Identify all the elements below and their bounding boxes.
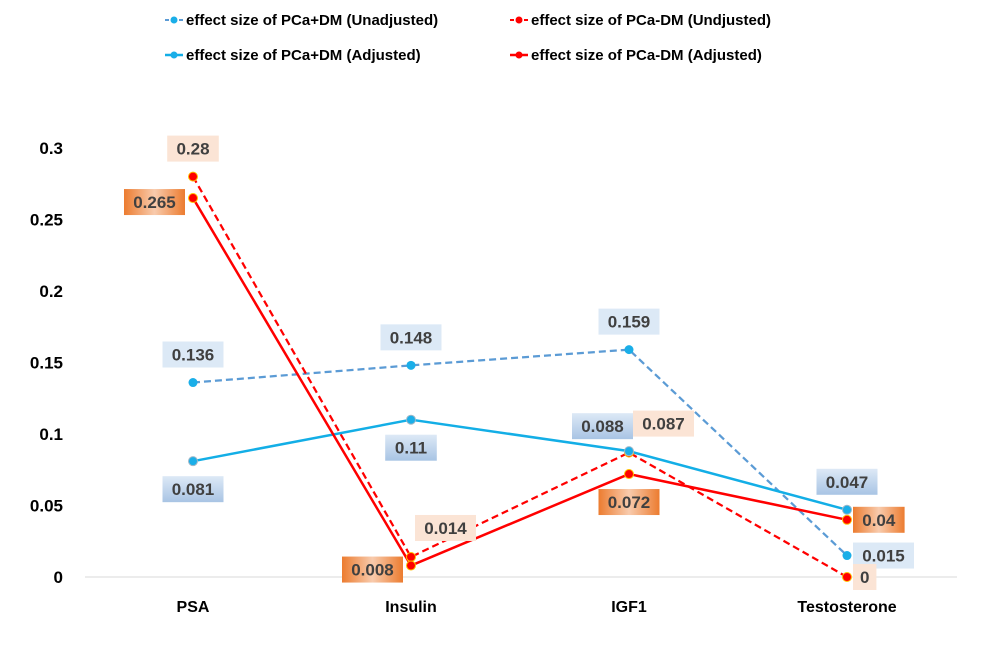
series-lines bbox=[191, 176, 848, 578]
data-label-box bbox=[816, 468, 878, 495]
data-label: 0.159 bbox=[598, 308, 660, 335]
data-label: 0.072 bbox=[598, 489, 660, 516]
data-point bbox=[842, 572, 852, 582]
data-label-text: 0.081 bbox=[172, 480, 215, 499]
data-point bbox=[406, 551, 416, 562]
legend-item: effect size of PCa+DM (Unadjusted) bbox=[165, 12, 438, 29]
legend-marker-swatch bbox=[515, 51, 523, 59]
data-point bbox=[188, 378, 198, 388]
data-label-text: 0.04 bbox=[862, 511, 896, 530]
data-label: 0.04 bbox=[853, 506, 905, 533]
x-tick-label: Testosterone bbox=[797, 599, 896, 616]
x-axis: PSA Insulin IGF1 Testosterone bbox=[85, 576, 957, 616]
legend-marker-swatch bbox=[515, 16, 523, 24]
data-point bbox=[406, 360, 416, 370]
data-label-box bbox=[572, 413, 633, 440]
data-point bbox=[624, 446, 634, 457]
series-line bbox=[192, 348, 848, 557]
data-label: 0.014 bbox=[415, 514, 476, 541]
data-label: 0.047 bbox=[816, 468, 878, 495]
data-label-text: 0 bbox=[860, 568, 869, 587]
data-label-box bbox=[342, 556, 403, 583]
data-label-box bbox=[124, 189, 185, 216]
y-axis: 0 0.05 0.1 0.15 0.2 0.25 0.3 bbox=[30, 139, 63, 587]
data-label-text: 0.265 bbox=[133, 193, 176, 212]
data-label-box bbox=[633, 410, 694, 437]
markers bbox=[188, 171, 852, 582]
series-line bbox=[192, 418, 848, 511]
data-label-text: 0.087 bbox=[642, 415, 685, 434]
data-label-text: 0.088 bbox=[581, 417, 624, 436]
data-label-text: 0.28 bbox=[176, 140, 209, 159]
data-label: 0.136 bbox=[162, 341, 224, 368]
y-tick-label: 0.2 bbox=[39, 282, 63, 301]
legend: effect size of PCa+DM (Unadjusted) effect… bbox=[165, 12, 771, 64]
data-label: 0.008 bbox=[342, 556, 403, 583]
y-tick-label: 0.3 bbox=[39, 139, 63, 158]
y-tick-label: 0 bbox=[54, 568, 63, 587]
data-label-text: 0.072 bbox=[608, 493, 651, 512]
data-label-text: 0.148 bbox=[390, 328, 433, 347]
data-point bbox=[624, 469, 634, 480]
series-line bbox=[192, 176, 848, 578]
data-label-box bbox=[598, 308, 660, 335]
data-label-box bbox=[598, 489, 660, 516]
data-label: 0.148 bbox=[380, 324, 442, 351]
legend-item: effect size of PCa-DM (Undjusted) bbox=[510, 12, 771, 29]
legend-item: effect size of PCa-DM (Adjusted) bbox=[510, 47, 762, 64]
legend-marker-swatch bbox=[170, 16, 178, 24]
data-label-box bbox=[167, 135, 219, 162]
data-labels: 0.136 0.148 0.159 0.015 0.28 0.014 0.087 0 0.081… bbox=[124, 135, 914, 590]
data-point bbox=[842, 551, 852, 561]
data-label-box bbox=[853, 506, 905, 533]
x-tick-label: PSA bbox=[177, 599, 210, 616]
data-label-box bbox=[162, 476, 224, 503]
data-point bbox=[188, 456, 198, 467]
data-label: 0.087 bbox=[633, 410, 694, 437]
legend-marker-swatch bbox=[170, 51, 178, 59]
x-tick-label: IGF1 bbox=[611, 599, 647, 616]
y-tick-label: 0.15 bbox=[30, 354, 63, 373]
data-label: 0.28 bbox=[167, 135, 219, 162]
data-label: 0.081 bbox=[162, 476, 224, 503]
data-point bbox=[842, 504, 852, 515]
data-label: 0.265 bbox=[124, 189, 185, 216]
y-tick-label: 0.05 bbox=[30, 497, 63, 516]
data-label-box bbox=[162, 341, 224, 368]
legend-label: effect size of PCa+DM (Adjusted) bbox=[186, 47, 421, 64]
data-label-box bbox=[385, 434, 437, 461]
data-label: 0 bbox=[853, 564, 877, 590]
data-label-box bbox=[853, 564, 877, 590]
legend-item: effect size of PCa+DM (Adjusted) bbox=[165, 47, 421, 64]
data-point bbox=[406, 560, 416, 571]
data-label-text: 0.014 bbox=[424, 519, 467, 538]
x-tick-label: Insulin bbox=[385, 599, 437, 616]
data-label-text: 0.008 bbox=[351, 561, 394, 580]
series-line bbox=[191, 197, 848, 567]
data-point bbox=[188, 171, 198, 182]
data-label-text: 0.015 bbox=[862, 547, 905, 566]
y-tick-label: 0.1 bbox=[39, 425, 63, 444]
data-point bbox=[188, 193, 198, 204]
data-label: 0.088 bbox=[572, 413, 633, 440]
data-label-text: 0.136 bbox=[172, 346, 215, 365]
data-label-text: 0.11 bbox=[395, 439, 427, 458]
data-label-box bbox=[380, 324, 442, 351]
y-tick-label: 0.25 bbox=[30, 211, 63, 230]
data-label-text: 0.047 bbox=[826, 473, 869, 492]
data-label: 0.11 bbox=[385, 434, 437, 461]
data-point bbox=[624, 345, 634, 355]
legend-label: effect size of PCa-DM (Adjusted) bbox=[531, 47, 762, 64]
data-point bbox=[406, 414, 416, 425]
legend-label: effect size of PCa+DM (Unadjusted) bbox=[186, 12, 438, 29]
data-point bbox=[842, 514, 852, 525]
data-label-text: 0.159 bbox=[608, 313, 651, 332]
legend-label: effect size of PCa-DM (Undjusted) bbox=[531, 12, 771, 29]
data-label-box bbox=[415, 514, 476, 541]
